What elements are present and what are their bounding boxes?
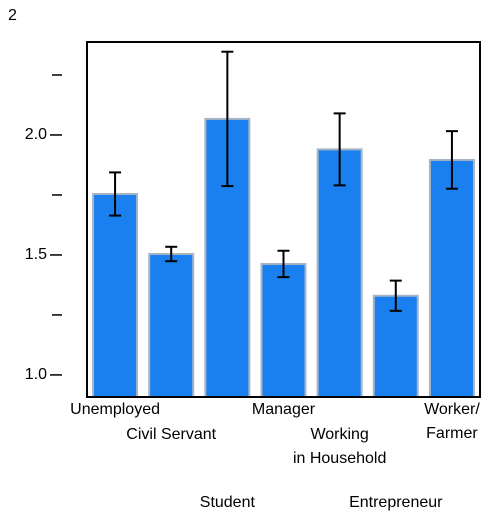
x-tick-label: Civil Servant xyxy=(126,426,216,443)
x-tick-label: Unemployed xyxy=(70,401,160,418)
x-tick-label: Manager xyxy=(252,401,316,418)
x-tick-label: Working in Household xyxy=(293,426,386,467)
y-axis-label: 2 xyxy=(8,7,17,24)
bar xyxy=(148,252,195,398)
bar xyxy=(428,158,475,398)
bar xyxy=(92,193,139,398)
y-tick-label: 1.5 xyxy=(25,246,47,263)
y-tick-label: 2.0 xyxy=(25,126,47,143)
x-tick-label: Entrepreneur xyxy=(349,494,443,511)
bar xyxy=(316,148,363,398)
plot-frame xyxy=(86,41,481,398)
x-tick-label: Student xyxy=(200,494,256,511)
bar xyxy=(260,262,307,398)
x-tick-label: Worker/Farmer xyxy=(424,401,480,442)
y-tick-label: 1.0 xyxy=(25,366,47,383)
